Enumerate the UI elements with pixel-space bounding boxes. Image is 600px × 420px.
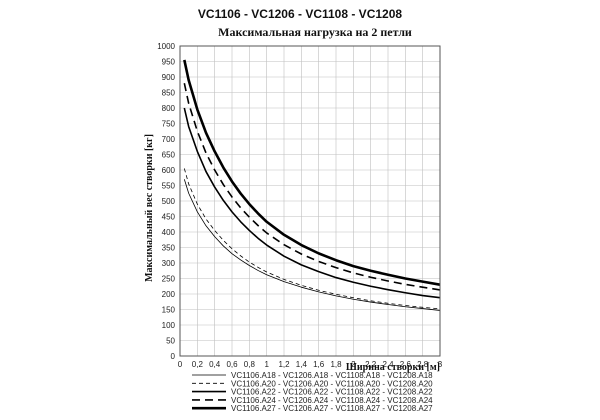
y-tick-label: 700: [162, 135, 176, 144]
legend-label: VC1106.A22 - VC1206.A22 - VC1108.A22 - V…: [231, 388, 433, 397]
y-tick-label: 550: [162, 182, 176, 191]
y-tick-label: 250: [162, 275, 176, 284]
x-tick-label: 2,2: [365, 360, 377, 369]
x-tick-label: 1,2: [278, 360, 290, 369]
y-tick-label: 0: [171, 352, 176, 361]
y-tick-label: 150: [162, 306, 176, 315]
x-tick-label: 0,4: [209, 360, 221, 369]
x-tick-label: 3: [438, 360, 443, 369]
series-lines: [183, 59, 441, 311]
x-tick-label: 2: [351, 360, 356, 369]
y-tick-label: 950: [162, 58, 176, 67]
y-tick-label: 350: [162, 244, 176, 253]
legend-label: VC1106.A18 - VC1206.A18 - VC1108.A18 - V…: [231, 371, 433, 380]
x-axis-label: Ширина створки [м]: [346, 362, 440, 373]
legend-label: VC1106.A20 - VC1206.A20 - VC1108.A20 - V…: [231, 379, 433, 388]
y-tick-label: 450: [162, 213, 176, 222]
x-tick-label: 2,8: [417, 360, 429, 369]
x-tick-label: 0,2: [192, 360, 204, 369]
x-tick-label: 0: [178, 360, 183, 369]
x-tick-label: 1,8: [330, 360, 342, 369]
y-tick-label: 850: [162, 89, 176, 98]
y-tick-label: 100: [162, 321, 176, 330]
y-axis-ticks: 0 50 100 150 200 250 300 350 400 450 500 550 600 650 7…: [157, 42, 175, 361]
legend-label: VC1106.A24 - VC1206.A24 - VC1108.A24 - V…: [231, 396, 433, 405]
y-tick-label: 600: [162, 166, 176, 175]
y-tick-label: 800: [162, 104, 176, 113]
y-tick-label: 300: [162, 259, 176, 268]
y-tick-label: 500: [162, 197, 176, 206]
x-tick-label: 1,4: [296, 360, 308, 369]
y-tick-label: 900: [162, 73, 176, 82]
series-line: [183, 168, 441, 310]
legend: VC1106.A18 - VC1206.A18 - VC1108.A18 - V…: [192, 371, 433, 413]
y-tick-label: 750: [162, 120, 176, 129]
x-tick-label: 2,4: [382, 360, 394, 369]
y-axis-label: Максимальный вес створки [кг]: [144, 134, 155, 282]
legend-label: VC1106.A27 - VC1206.A27 - VC1108.A27 - V…: [231, 404, 433, 413]
x-tick-label: 1: [264, 360, 269, 369]
x-tick-label: 2,6: [400, 360, 412, 369]
series-line: [183, 83, 441, 291]
y-tick-label: 400: [162, 228, 176, 237]
grid: [179, 45, 441, 357]
y-tick-label: 650: [162, 151, 176, 160]
chart-subtitle: Максимальная нагрузка на 2 петли: [218, 25, 412, 39]
y-tick-label: 50: [166, 337, 175, 346]
plot-frame: [179, 45, 441, 357]
series-line: [183, 179, 441, 311]
x-tick-label: 0,8: [244, 360, 256, 369]
x-tick-label: 0,6: [226, 360, 238, 369]
chart-title: VC1106 - VC1206 - VC1108 - VC1208: [198, 7, 402, 21]
y-tick-label: 1000: [157, 42, 175, 51]
x-tick-label: 1,6: [313, 360, 325, 369]
x-axis-ticks: 0 0,2 0,4 0,6 0,8 1 1,2 1,4 1,6 1,8 2 2,2 2,4 2,6 2,8 3: [178, 360, 443, 369]
series-line: [183, 107, 441, 299]
y-tick-label: 200: [162, 290, 176, 299]
series-line: [183, 59, 441, 286]
